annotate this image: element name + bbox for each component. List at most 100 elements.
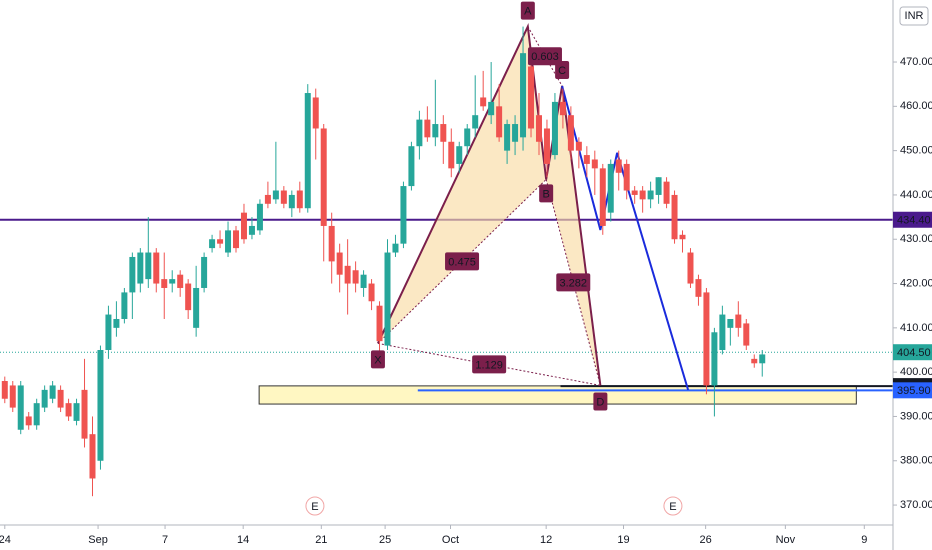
- y-tick-label: 450.00: [900, 145, 932, 157]
- candle-body: [209, 239, 216, 249]
- price-label: 434.40: [897, 215, 931, 227]
- ratio-label: 0.475: [448, 256, 476, 268]
- candle-body: [647, 190, 654, 200]
- price-label: 404.50: [897, 347, 931, 359]
- candle-body: [65, 403, 72, 417]
- candle-body: [751, 358, 758, 364]
- candle-body: [719, 314, 726, 350]
- y-tick-label: 460.00: [900, 100, 932, 112]
- event-marker: [663, 496, 683, 516]
- candle-body: [703, 292, 710, 386]
- candle-body: [520, 53, 527, 138]
- candle-body: [384, 252, 391, 346]
- candle-body: [57, 389, 64, 408]
- currency-badge[interactable]: [899, 6, 929, 26]
- candle-body: [233, 230, 240, 249]
- zone: [258, 385, 857, 405]
- x-tick-label: 21: [315, 534, 327, 546]
- price-label-box: [893, 211, 932, 228]
- candle-body: [575, 141, 582, 151]
- candle-body: [599, 168, 606, 226]
- event-marker: [305, 496, 325, 516]
- pattern-fill: [377, 26, 547, 344]
- candle-body: [432, 124, 439, 138]
- y-tick-label: 470.00: [900, 56, 932, 68]
- price-label: 395.90: [897, 385, 931, 397]
- pattern-ratio-line: [545, 179, 601, 386]
- candle-body: [639, 190, 646, 200]
- x-tick-label: 14: [237, 534, 249, 546]
- pattern-point-box: [370, 350, 385, 369]
- candle-body: [695, 279, 702, 297]
- candle-body: [727, 318, 734, 328]
- candle-body: [25, 416, 32, 426]
- event-label: E: [669, 501, 676, 513]
- y-tick-label: 410.00: [900, 322, 932, 334]
- candle-body: [296, 190, 303, 209]
- x-tick-label: 25: [379, 534, 391, 546]
- candle-body: [217, 239, 224, 244]
- candle-body: [185, 283, 192, 311]
- pattern-point-label: D: [596, 396, 604, 408]
- candle-body: [9, 385, 16, 408]
- candle-body: [655, 177, 662, 195]
- ratio-box: [445, 252, 480, 271]
- candle-body: [464, 128, 471, 147]
- candle-body: [551, 101, 558, 156]
- candle-body: [583, 155, 590, 164]
- candle-body: [113, 318, 120, 328]
- candle-body: [528, 66, 535, 129]
- pattern-point-box: [539, 184, 554, 203]
- candle-body: [360, 274, 367, 288]
- y-tick-label: 430.00: [900, 233, 932, 245]
- candle-body: [105, 314, 112, 350]
- candle-body: [201, 256, 208, 288]
- x-tick-label: 9: [861, 534, 867, 546]
- candle-body: [97, 350, 104, 461]
- y-tick-label: 440.00: [900, 189, 932, 201]
- candle-body: [49, 385, 56, 399]
- candle-body: [543, 128, 550, 164]
- candle-body: [137, 252, 144, 284]
- candle-body: [272, 190, 279, 200]
- x-tick-label: 12: [540, 534, 552, 546]
- candle-body: [17, 385, 24, 430]
- ratio-box: [556, 273, 591, 292]
- candle-body: [567, 115, 574, 151]
- candle-body: [448, 141, 455, 169]
- candle-body: [376, 305, 383, 342]
- candle-body: [743, 323, 750, 346]
- price-label-box: [893, 382, 932, 399]
- candle-body: [392, 243, 399, 253]
- candle-body: [288, 194, 295, 209]
- pattern-point-label: B: [542, 188, 549, 200]
- pattern-point-box: [593, 392, 608, 411]
- candle-body: [145, 252, 152, 280]
- candle-body: [679, 234, 686, 240]
- candle-body: [153, 252, 160, 284]
- event-label: E: [311, 501, 318, 513]
- candle-body: [735, 314, 742, 328]
- ratio-label: 0.603: [531, 51, 559, 63]
- ratio-label: 3.282: [560, 277, 588, 289]
- x-tick-label: Sep: [88, 534, 108, 546]
- candle-body: [304, 93, 311, 209]
- pattern-fill: [546, 85, 601, 386]
- candle-body: [408, 146, 415, 187]
- candle-body: [504, 124, 511, 151]
- pattern-point-label: X: [374, 354, 382, 366]
- candle-body: [264, 194, 271, 204]
- candle-body: [320, 128, 327, 226]
- candle-body: [615, 159, 622, 173]
- pattern-point-label: C: [558, 65, 566, 77]
- candle-body: [161, 279, 168, 288]
- candle-body: [368, 283, 375, 302]
- candle-body: [663, 181, 670, 204]
- ratio-label: 1.129: [475, 359, 503, 371]
- candle-body: [328, 225, 335, 262]
- candle-body: [336, 252, 343, 275]
- candle-body: [512, 124, 519, 142]
- candle-body: [400, 186, 407, 244]
- y-tick-label: 400.00: [900, 366, 932, 378]
- candle-body: [607, 163, 614, 213]
